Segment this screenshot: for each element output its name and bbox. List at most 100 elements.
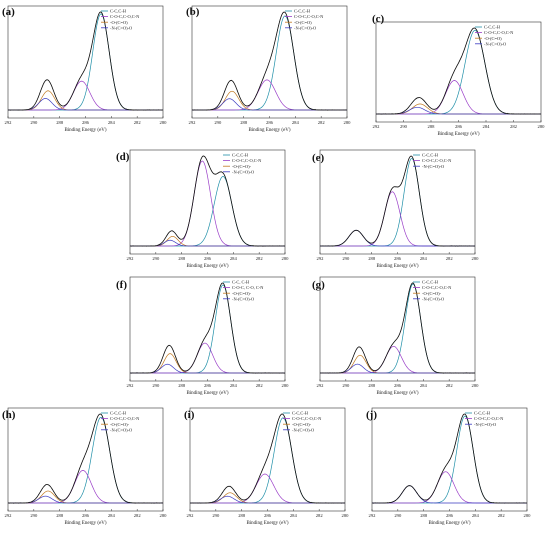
peak-1 xyxy=(8,80,163,111)
legend-entry: C-O-C,C-O,C-N xyxy=(232,158,262,164)
raw-spectrum xyxy=(189,413,346,504)
peak-0 xyxy=(376,29,541,115)
legend-entry: -O-(C=O)- xyxy=(110,422,130,427)
legend-entry: C-O-C,C-O,C-N xyxy=(484,30,514,36)
x-tick-label: 284 xyxy=(292,120,300,125)
legend-entry: C-C,C-H xyxy=(422,280,439,286)
x-tick-label: 282 xyxy=(134,120,142,125)
x-tick-label: 280 xyxy=(344,120,352,125)
x-tick-label: 282 xyxy=(446,256,454,261)
x-tick-label: 284 xyxy=(420,383,428,388)
panel-2: 292 290 288 286 284 282 280 Binding Energy (eV)… xyxy=(372,13,545,137)
raw-spectrum xyxy=(371,413,528,505)
x-tick-label: 286 xyxy=(266,120,274,125)
peak-2 xyxy=(130,353,285,374)
x-tick-label: 286 xyxy=(204,383,212,388)
x-tick-label: 290 xyxy=(152,256,160,261)
x-axis-title: Binding Energy (eV) xyxy=(64,521,106,526)
x-tick-label: 280 xyxy=(282,383,290,388)
panel-label: (c) xyxy=(372,13,385,25)
legend-entry: C-C,C-H xyxy=(110,9,127,15)
x-tick-label: 284 xyxy=(230,383,238,388)
x-tick-label: 282 xyxy=(510,124,518,129)
plot-frame xyxy=(375,21,542,123)
legend-entry: -O-(C=O)- xyxy=(232,291,252,296)
x-tick-label: 280 xyxy=(282,256,290,261)
peak-1 xyxy=(190,473,345,504)
fit-envelope xyxy=(190,413,345,504)
raw-spectrum xyxy=(7,413,164,504)
x-tick-label: 286 xyxy=(204,256,212,261)
x-tick-label: 280 xyxy=(342,513,350,518)
legend-entry: C-C,C-H xyxy=(484,25,501,31)
x-tick-label: 280 xyxy=(538,124,546,129)
x-tick-label: 292 xyxy=(189,120,197,125)
x-tick-label: 282 xyxy=(318,120,326,125)
peak-0 xyxy=(192,15,347,111)
plot-frame xyxy=(189,407,346,512)
panel-9: 292 290 288 286 284 282 280 Binding Energy (eV)… xyxy=(366,407,531,526)
x-tick-label: 288 xyxy=(178,256,186,261)
plot-frame xyxy=(7,5,164,119)
legend-entry: -N-(C=O)-O xyxy=(474,422,496,427)
x-tick-label: 292 xyxy=(5,513,13,518)
x-tick-label: 288 xyxy=(368,383,376,388)
panel-3: 292 290 288 286 284 282 280 Binding Energy (eV)… xyxy=(116,149,290,269)
x-axis-title: Binding Energy (eV) xyxy=(428,521,470,526)
peak-2 xyxy=(320,354,475,374)
legend-entry: C-C,C-H xyxy=(294,9,311,15)
x-tick-label: 286 xyxy=(446,513,454,518)
legend-entry: -O-(C=O)- xyxy=(292,422,312,427)
peak-0 xyxy=(130,284,285,374)
legend-entry: C-C,C-H xyxy=(232,153,249,159)
x-tick-label: 292 xyxy=(317,383,325,388)
panel-6: 292 290 288 286 284 282 280 Binding Energy (eV)… xyxy=(312,276,480,396)
x-tick-label: 280 xyxy=(472,383,480,388)
peak-2 xyxy=(8,490,163,504)
peak-0 xyxy=(320,283,475,374)
legend-entry: C-C, C-H xyxy=(232,280,250,286)
fit-envelope xyxy=(8,413,163,504)
x-tick-label: 292 xyxy=(369,513,377,518)
legend-entry: -O-(C=O) xyxy=(110,20,128,25)
x-tick-label: 288 xyxy=(238,513,246,518)
panel-label: (j) xyxy=(366,409,377,421)
panel-7: 292 290 288 286 284 282 280 Binding Energy (eV)… xyxy=(2,407,168,526)
x-tick-label: 292 xyxy=(5,120,13,125)
x-tick-label: 288 xyxy=(240,120,248,125)
x-axis-title: Binding Energy (eV) xyxy=(64,128,106,133)
peak-1 xyxy=(8,470,163,504)
fit-envelope xyxy=(320,155,475,247)
peak-1 xyxy=(376,80,541,115)
x-tick-label: 288 xyxy=(178,383,186,388)
x-tick-label: 282 xyxy=(134,513,142,518)
legend-entry: -N-(C=O)-O xyxy=(292,427,314,432)
raw-spectrum xyxy=(375,27,542,115)
peak-1 xyxy=(192,79,347,111)
fit-envelope xyxy=(320,282,475,374)
x-tick-label: 292 xyxy=(187,513,195,518)
legend-entry: C-O-C,C-O,C-N xyxy=(422,158,452,164)
x-axis-title: Binding Energy (eV) xyxy=(248,128,290,133)
x-tick-label: 292 xyxy=(127,256,135,261)
fit-envelope xyxy=(8,11,163,111)
x-tick-label: 288 xyxy=(56,120,64,125)
panel-label: (f) xyxy=(116,279,127,291)
peak-0 xyxy=(190,417,345,504)
panel-label: (b) xyxy=(186,6,200,18)
plot-frame xyxy=(129,149,286,255)
x-tick-label: 280 xyxy=(472,256,480,261)
fit-envelope xyxy=(130,282,285,374)
x-tick-label: 286 xyxy=(82,513,90,518)
plot-frame xyxy=(7,407,164,512)
x-tick-label: 280 xyxy=(160,513,168,518)
x-tick-label: 286 xyxy=(394,256,402,261)
panel-1: 292 290 288 286 284 282 280 Binding Energy (eV)… xyxy=(186,5,352,133)
peak-1 xyxy=(320,191,475,247)
x-tick-label: 290 xyxy=(30,513,38,518)
peak-1 xyxy=(130,160,285,247)
x-tick-label: 290 xyxy=(212,513,220,518)
legend-entry: -N-(C=O)-O xyxy=(422,296,444,301)
legend-entry: -O-(C=O) xyxy=(484,36,502,41)
